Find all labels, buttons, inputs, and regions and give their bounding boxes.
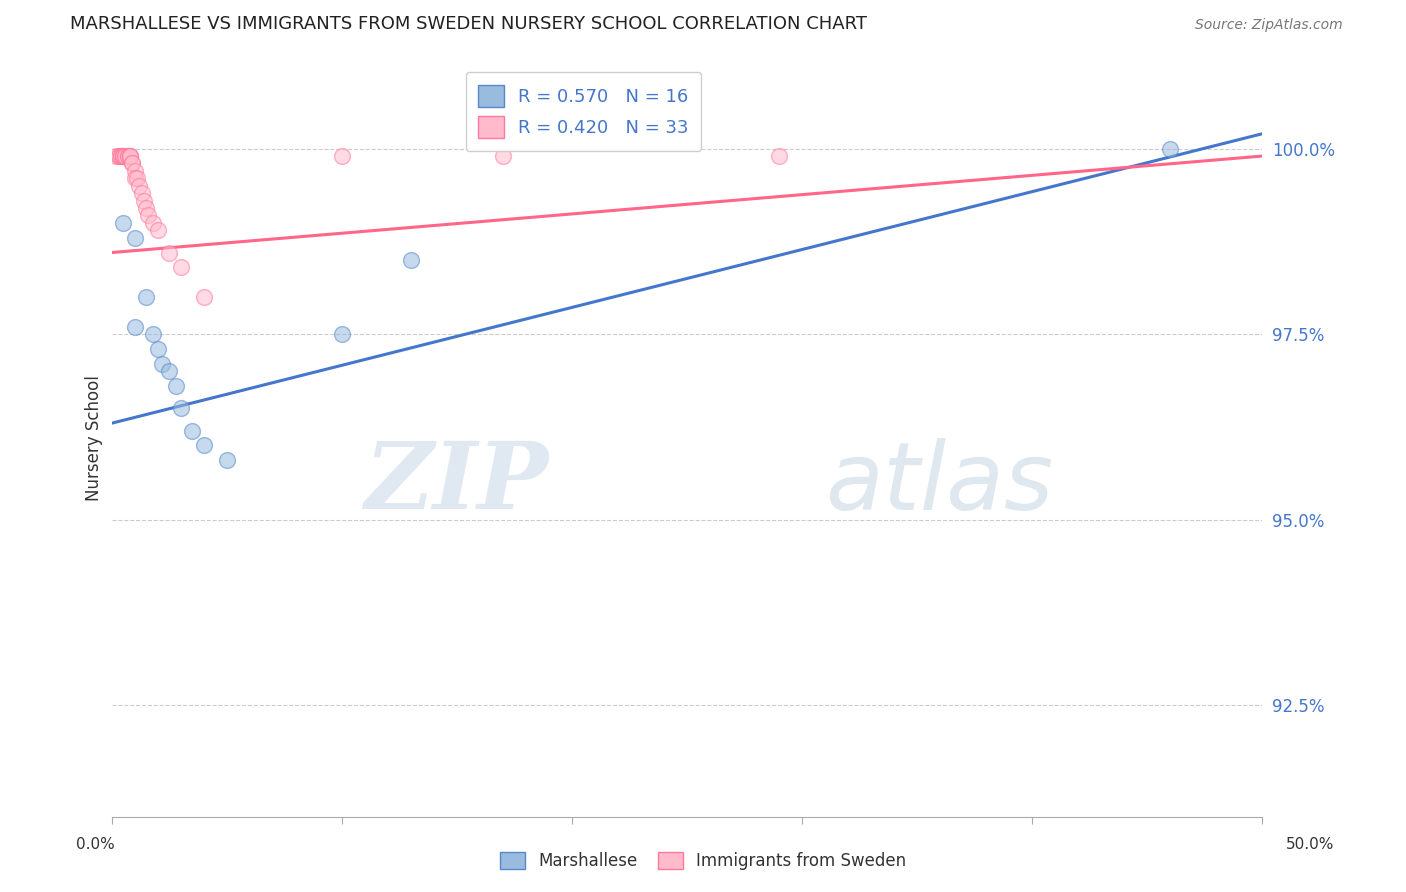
Point — [131, 186, 153, 201]
Point — [124, 319, 146, 334]
Point — [105, 149, 128, 163]
Point — [128, 178, 150, 193]
Point — [768, 149, 790, 163]
Point — [193, 290, 215, 304]
Point — [169, 401, 191, 416]
Point — [492, 149, 515, 163]
Point — [110, 149, 132, 163]
Legend: Marshallese, Immigrants from Sweden: Marshallese, Immigrants from Sweden — [494, 845, 912, 877]
Point — [112, 149, 135, 163]
Point — [118, 149, 141, 163]
Point — [142, 216, 165, 230]
Point — [117, 149, 139, 163]
Text: MARSHALLESE VS IMMIGRANTS FROM SWEDEN NURSERY SCHOOL CORRELATION CHART: MARSHALLESE VS IMMIGRANTS FROM SWEDEN NU… — [70, 15, 868, 33]
Point — [121, 156, 143, 170]
Text: 50.0%: 50.0% — [1286, 838, 1334, 852]
Point — [165, 379, 187, 393]
Point — [121, 156, 143, 170]
Point — [146, 342, 169, 356]
Point — [150, 357, 173, 371]
Point — [117, 149, 139, 163]
Point — [330, 327, 353, 342]
Point — [124, 230, 146, 244]
Point — [132, 194, 155, 208]
Point — [135, 290, 157, 304]
Text: atlas: atlas — [825, 438, 1053, 529]
Point — [118, 149, 141, 163]
Point — [114, 149, 136, 163]
Point — [107, 149, 129, 163]
Point — [124, 164, 146, 178]
Point — [215, 453, 238, 467]
Y-axis label: Nursery School: Nursery School — [86, 376, 103, 501]
Point — [112, 149, 135, 163]
Point — [125, 171, 148, 186]
Point — [181, 424, 204, 438]
Point — [138, 209, 160, 223]
Point — [157, 245, 180, 260]
Point — [112, 149, 135, 163]
Point — [107, 149, 129, 163]
Text: 0.0%: 0.0% — [76, 838, 115, 852]
Point — [193, 438, 215, 452]
Point — [330, 149, 353, 163]
Point — [124, 171, 146, 186]
Point — [114, 149, 136, 163]
Point — [112, 216, 135, 230]
Point — [157, 364, 180, 378]
Point — [142, 327, 165, 342]
Point — [118, 149, 141, 163]
Point — [399, 252, 422, 267]
Point — [169, 260, 191, 275]
Text: ZIP: ZIP — [364, 439, 548, 528]
Point — [1159, 142, 1181, 156]
Point — [135, 201, 157, 215]
Point — [110, 149, 132, 163]
Point — [146, 223, 169, 237]
Legend: R = 0.570   N = 16, R = 0.420   N = 33: R = 0.570 N = 16, R = 0.420 N = 33 — [465, 72, 702, 151]
Text: Source: ZipAtlas.com: Source: ZipAtlas.com — [1195, 19, 1343, 32]
